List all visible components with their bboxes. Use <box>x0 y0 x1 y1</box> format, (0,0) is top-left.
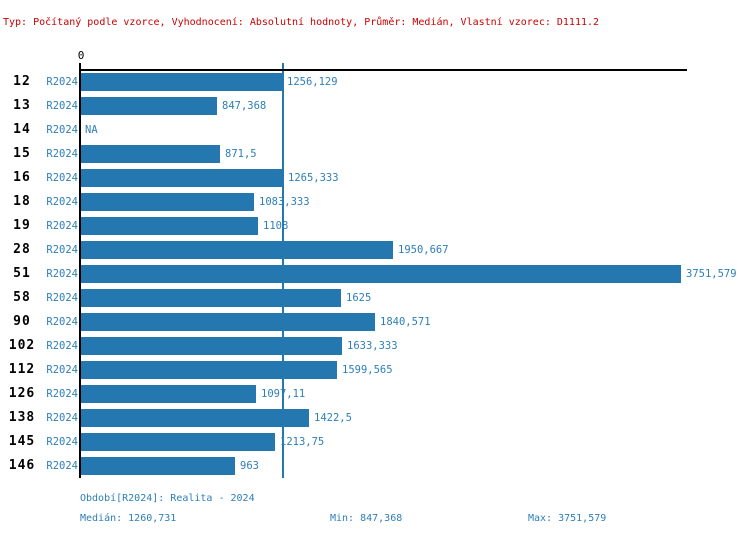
row-series-label: R2024 <box>46 244 78 256</box>
bar-row-58: 58 R2024 1625 <box>0 286 750 310</box>
row-category-label: 58 <box>13 290 31 305</box>
row-category-label: 28 <box>13 242 31 257</box>
row-series-label: R2024 <box>46 364 78 376</box>
y-axis-line <box>79 63 81 478</box>
bar-value-label: 1599,565 <box>342 364 393 376</box>
bar-value-label: 1108 <box>263 220 289 232</box>
bar <box>81 313 375 331</box>
bar-value-label: 1265,333 <box>288 172 339 184</box>
bar <box>81 361 337 379</box>
row-category-label: 51 <box>13 266 31 281</box>
row-category-label: 13 <box>13 98 31 113</box>
bar-value-label: 871,5 <box>225 148 257 160</box>
bar <box>81 289 341 307</box>
bar-row-16: 16 R2024 1265,333 <box>0 166 750 190</box>
bar-row-18: 18 R2024 1083,333 <box>0 190 750 214</box>
bar-row-126: 126 R2024 1097,11 <box>0 382 750 406</box>
bar-value-label: 1840,571 <box>380 316 431 328</box>
row-series-label: R2024 <box>46 172 78 184</box>
bar-value-label: 3751,579 <box>686 268 737 280</box>
bar-value-label: 1625 <box>346 292 372 304</box>
bar-row-90: 90 R2024 1840,571 <box>0 310 750 334</box>
bar-value-label: NA <box>85 124 98 136</box>
bar <box>81 385 256 403</box>
bar <box>81 337 342 355</box>
bar-row-102: 102 R2024 1633,333 <box>0 334 750 358</box>
row-category-label: 90 <box>13 314 31 329</box>
row-series-label: R2024 <box>46 220 78 232</box>
bar-row-19: 19 R2024 1108 <box>0 214 750 238</box>
bar <box>81 145 220 163</box>
row-series-label: R2024 <box>46 436 78 448</box>
bar-value-label: 963 <box>240 460 259 472</box>
bar-value-label: 1950,667 <box>398 244 449 256</box>
row-category-label: 18 <box>13 194 31 209</box>
row-series-label: R2024 <box>46 268 78 280</box>
row-category-label: 15 <box>13 146 31 161</box>
row-category-label: 112 <box>8 362 36 377</box>
bar-value-label: 847,368 <box>222 100 267 112</box>
row-series-label: R2024 <box>46 460 78 472</box>
row-category-label: 16 <box>13 170 31 185</box>
bar-value-label: 1083,333 <box>259 196 310 208</box>
x-axis-zero-tick-label: 0 <box>77 49 85 62</box>
bar <box>81 73 282 91</box>
bar-row-12: 12 R2024 1256,129 <box>0 70 750 94</box>
row-series-label: R2024 <box>46 100 78 112</box>
bar-row-146: 146 R2024 963 <box>0 454 750 478</box>
row-category-label: 19 <box>13 218 31 233</box>
bar <box>81 241 393 259</box>
footer-max-stat: Max: 3751,579 <box>528 513 607 524</box>
bar <box>81 217 258 235</box>
bar-row-28: 28 R2024 1950,667 <box>0 238 750 262</box>
row-category-label: 146 <box>8 458 36 473</box>
row-category-label: 145 <box>8 434 36 449</box>
bar-value-label: 1097,11 <box>261 388 306 400</box>
bar <box>81 265 681 283</box>
bar-row-15: 15 R2024 871,5 <box>0 142 750 166</box>
row-series-label: R2024 <box>46 292 78 304</box>
bar-row-145: 145 R2024 1213,75 <box>0 430 750 454</box>
row-series-label: R2024 <box>46 412 78 424</box>
bar-row-14: 14 R2024 NA <box>0 118 750 142</box>
bar-value-label: 1633,333 <box>347 340 398 352</box>
row-category-label: 138 <box>8 410 36 425</box>
bar <box>81 193 254 211</box>
row-category-label: 126 <box>8 386 36 401</box>
row-series-label: R2024 <box>46 148 78 160</box>
bar <box>81 409 309 427</box>
chart-settings-header: Typ: Počítaný podle vzorce, Vyhodnocení:… <box>3 17 600 28</box>
row-series-label: R2024 <box>46 196 78 208</box>
row-series-label: R2024 <box>46 388 78 400</box>
bar-value-label: 1422,5 <box>314 412 352 424</box>
row-category-label: 102 <box>8 338 36 353</box>
bar <box>81 97 217 115</box>
bar <box>81 433 275 451</box>
footer-period-label: Období[R2024]: Realita - 2024 <box>80 493 255 504</box>
footer-median-stat: Medián: 1260,731 <box>80 513 177 524</box>
row-category-label: 12 <box>13 74 31 89</box>
footer-min-stat: Min: 847,368 <box>330 513 403 524</box>
bar <box>81 169 283 187</box>
row-series-label: R2024 <box>46 76 78 88</box>
row-series-label: R2024 <box>46 340 78 352</box>
bar <box>81 457 235 475</box>
bar-row-112: 112 R2024 1599,565 <box>0 358 750 382</box>
bar-row-138: 138 R2024 1422,5 <box>0 406 750 430</box>
bar-row-51: 51 R2024 3751,579 <box>0 262 750 286</box>
row-series-label: R2024 <box>46 124 78 136</box>
row-category-label: 14 <box>13 122 31 137</box>
row-series-label: R2024 <box>46 316 78 328</box>
bar-row-13: 13 R2024 847,368 <box>0 94 750 118</box>
bar-value-label: 1256,129 <box>287 76 338 88</box>
x-axis-line <box>79 69 687 71</box>
bar-value-label: 1213,75 <box>280 436 325 448</box>
